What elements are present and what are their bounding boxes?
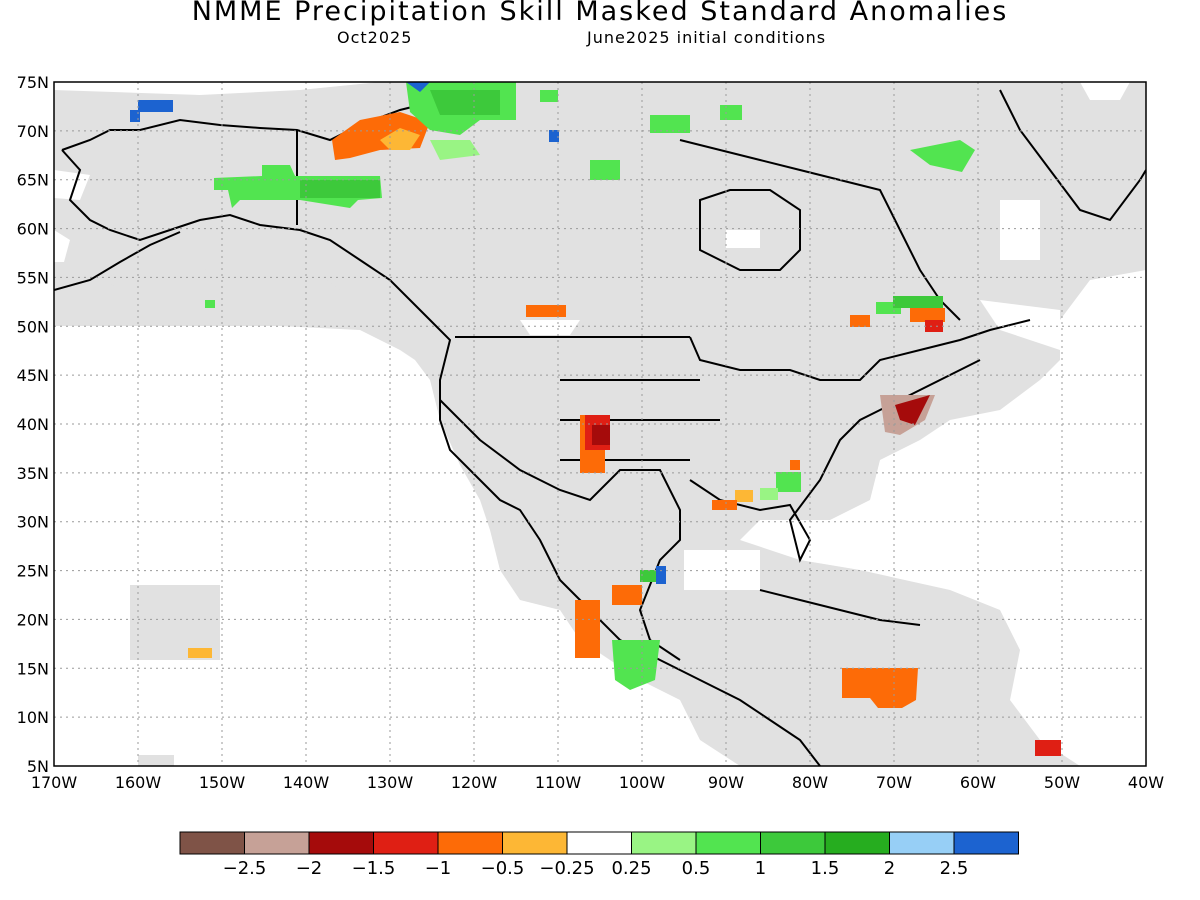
lon-tick-label: 60W bbox=[960, 773, 996, 792]
initial-conditions: June2025 initial conditions bbox=[587, 28, 827, 47]
colorbar: −2.5 −2 −1.5 −1 −0.5 −0.25 0.25 0.5 1 1.5 2 2.5 bbox=[179, 831, 1019, 879]
colorbar-label: 0.25 bbox=[611, 858, 651, 879]
colorbar-swatch bbox=[502, 831, 568, 855]
lon-tick-label: 110W bbox=[535, 773, 582, 792]
forecast-month: Oct2025 bbox=[337, 28, 413, 47]
colorbar-label: −2.5 bbox=[223, 858, 267, 879]
lon-tick-label: 130W bbox=[367, 773, 414, 792]
colorbar-label: −0.25 bbox=[539, 858, 594, 879]
lat-tick-label: 60N bbox=[17, 220, 49, 239]
lat-tick-label: 25N bbox=[17, 562, 49, 581]
anomaly-patches bbox=[130, 82, 1061, 756]
mask-holes bbox=[54, 82, 1130, 590]
lat-tick-label: 20N bbox=[17, 610, 49, 629]
lon-tick-label: 40W bbox=[1128, 773, 1164, 792]
lon-tick-label: 170W bbox=[31, 773, 78, 792]
colorbar-label: −2 bbox=[296, 858, 323, 879]
lat-tick-label: 35N bbox=[17, 464, 49, 483]
colorbar-label: 1 bbox=[755, 858, 766, 879]
colorbar-swatch bbox=[760, 831, 826, 855]
lat-tick-label: 75N bbox=[17, 73, 49, 92]
colorbar-label: 2 bbox=[884, 858, 895, 879]
map-title: NMME Precipitation Skill Masked Standard… bbox=[191, 0, 1009, 27]
colorbar-swatch bbox=[695, 831, 761, 855]
colorbar-swatch bbox=[244, 831, 310, 855]
colorbar-swatch bbox=[437, 831, 503, 855]
lon-tick-label: 50W bbox=[1044, 773, 1080, 792]
colorbar-label: −0.5 bbox=[481, 858, 525, 879]
lon-tick-label: 100W bbox=[619, 773, 666, 792]
lat-tick-label: 70N bbox=[17, 122, 49, 141]
lat-tick-label: 55N bbox=[17, 268, 49, 287]
colorbar-swatch bbox=[373, 831, 439, 855]
colorbar-swatch bbox=[308, 831, 374, 855]
lon-tick-label: 120W bbox=[451, 773, 498, 792]
lon-tick-label: 160W bbox=[115, 773, 162, 792]
lat-tick-label: 5N bbox=[27, 757, 49, 776]
map-frame bbox=[53, 81, 1147, 767]
lat-tick-label: 15N bbox=[17, 659, 49, 678]
colorbar-swatch bbox=[889, 831, 955, 855]
colorbar-swatch bbox=[824, 831, 890, 855]
colorbar-label: 0.5 bbox=[682, 858, 711, 879]
lat-tick-label: 45N bbox=[17, 366, 49, 385]
lat-tick-label: 40N bbox=[17, 415, 49, 434]
lon-tick-label: 70W bbox=[876, 773, 912, 792]
colorbar-swatch bbox=[953, 831, 1019, 855]
colorbar-label: 2.5 bbox=[940, 858, 969, 879]
lat-lon-grid bbox=[54, 82, 1146, 766]
colorbar-swatch bbox=[179, 831, 245, 855]
lon-tick-label: 140W bbox=[283, 773, 330, 792]
lon-tick-label: 80W bbox=[792, 773, 828, 792]
colorbar-swatch bbox=[566, 831, 632, 855]
lat-tick-label: 10N bbox=[17, 708, 49, 727]
lat-tick-label: 50N bbox=[17, 317, 49, 336]
colorbar-swatch bbox=[631, 831, 697, 855]
colorbar-label: −1 bbox=[425, 858, 452, 879]
lon-tick-label: 90W bbox=[708, 773, 744, 792]
colorbar-label: 1.5 bbox=[811, 858, 840, 879]
lat-tick-label: 65N bbox=[17, 171, 49, 190]
colorbar-label: −1.5 bbox=[352, 858, 396, 879]
lon-tick-label: 150W bbox=[199, 773, 246, 792]
lat-tick-label: 30N bbox=[17, 513, 49, 532]
